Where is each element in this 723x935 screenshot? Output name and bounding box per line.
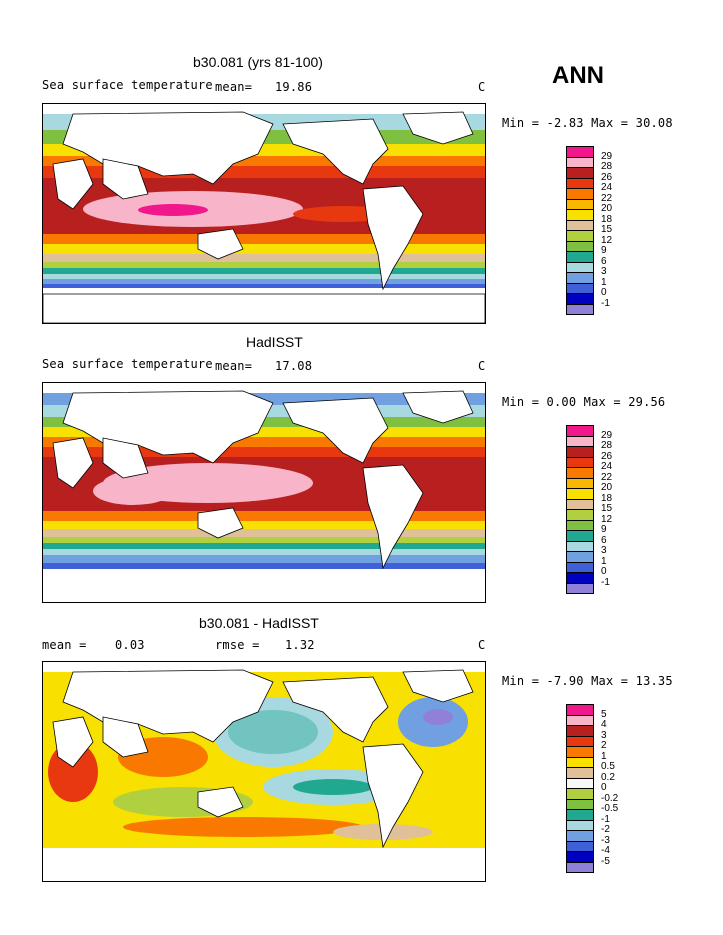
panel-3-rmse-value: 1.32 — [285, 638, 315, 652]
colorbar-label: 0.5 — [601, 761, 615, 772]
colorbar-label: 6 — [601, 534, 607, 546]
colorbar-label: 29 — [601, 150, 613, 162]
panel-3-range: Min = -7.90 Max = 13.35 — [502, 674, 673, 688]
panel-3-mean-label: mean = — [42, 638, 87, 652]
panel-2-title: HadISST — [246, 334, 303, 350]
colorbar-label: 20 — [601, 482, 613, 493]
panel-2-map-svg — [43, 383, 485, 602]
panel-1-units: C — [478, 80, 486, 94]
panel-3-rmse-label: rmse = — [215, 638, 260, 652]
panel-3-units: C — [478, 638, 486, 652]
colorbar-label: 22 — [601, 471, 613, 483]
colorbar-label: 18 — [601, 492, 613, 504]
panel-1-mean-label: mean= — [215, 80, 253, 94]
colorbar-label: 9 — [601, 245, 607, 256]
colorbar-label: -1 — [601, 576, 610, 588]
colorbar-label: 29 — [601, 429, 613, 441]
colorbar-label: -0.5 — [601, 803, 619, 814]
colorbar-label: 15 — [601, 224, 613, 235]
colorbar-label: -1 — [601, 297, 610, 309]
colorbar-label: 3 — [601, 545, 607, 556]
colorbar-label: 1 — [601, 750, 607, 762]
colorbar-label: 5 — [601, 708, 607, 720]
colorbar-label: 1 — [601, 276, 607, 288]
colorbar-label: 18 — [601, 213, 613, 225]
colorbar-label: 0.2 — [601, 771, 615, 783]
colorbar-label: 9 — [601, 524, 607, 535]
panel-3-mean-value: 0.03 — [115, 638, 145, 652]
colorbar-label: 6 — [601, 255, 607, 267]
colorbar-label: 0 — [601, 287, 607, 298]
colorbar-cell — [566, 303, 594, 315]
colorbar-label: 24 — [601, 182, 613, 193]
colorbar-label: -0.2 — [601, 792, 619, 804]
panel-1-map — [42, 103, 486, 324]
panel-3-map — [42, 661, 486, 882]
colorbar-label: -5 — [601, 855, 610, 867]
panel-1-map-svg — [43, 104, 485, 323]
colorbar-label: 26 — [601, 450, 613, 462]
colorbar-label: 22 — [601, 192, 613, 204]
colorbar-label: 3 — [601, 266, 607, 277]
colorbar-label: 0 — [601, 782, 607, 793]
panel-1-title: b30.081 (yrs 81-100) — [193, 54, 323, 70]
colorbar-label: 15 — [601, 503, 613, 514]
panel-1-variable: Sea surface temperature — [42, 78, 213, 92]
colorbar-label: 20 — [601, 203, 613, 214]
colorbar-label: 12 — [601, 513, 613, 525]
colorbar-cell — [566, 861, 594, 873]
panel-1-mean-value: 19.86 — [275, 80, 313, 94]
colorbar-label: 0 — [601, 566, 607, 577]
panel-2-mean-value: 17.08 — [275, 359, 313, 373]
colorbar-label: 24 — [601, 461, 613, 472]
colorbar-label: 2 — [601, 740, 607, 751]
colorbar-cell — [566, 582, 594, 594]
panel-3-map-svg — [43, 662, 485, 881]
colorbar-label: -1 — [601, 813, 610, 825]
panel-2-map — [42, 382, 486, 603]
colorbar-label: 12 — [601, 234, 613, 246]
colorbar-label: 1 — [601, 555, 607, 567]
colorbar-label: 28 — [601, 440, 613, 451]
colorbar-label: 3 — [601, 729, 607, 741]
colorbar-label: -3 — [601, 834, 610, 846]
season-label: ANN — [552, 62, 604, 89]
colorbar-label: -2 — [601, 824, 610, 835]
colorbar-label: 28 — [601, 161, 613, 172]
panel-2-variable: Sea surface temperature — [42, 357, 213, 371]
panel-2-mean-label: mean= — [215, 359, 253, 373]
panel-1-range: Min = -2.83 Max = 30.08 — [502, 116, 673, 130]
panel-2-range: Min = 0.00 Max = 29.56 — [502, 395, 666, 409]
panel-2-units: C — [478, 359, 486, 373]
colorbar-label: 4 — [601, 719, 607, 730]
panel-3-title: b30.081 - HadISST — [199, 615, 319, 631]
colorbar-label: 26 — [601, 171, 613, 183]
colorbar-label: -4 — [601, 845, 610, 856]
